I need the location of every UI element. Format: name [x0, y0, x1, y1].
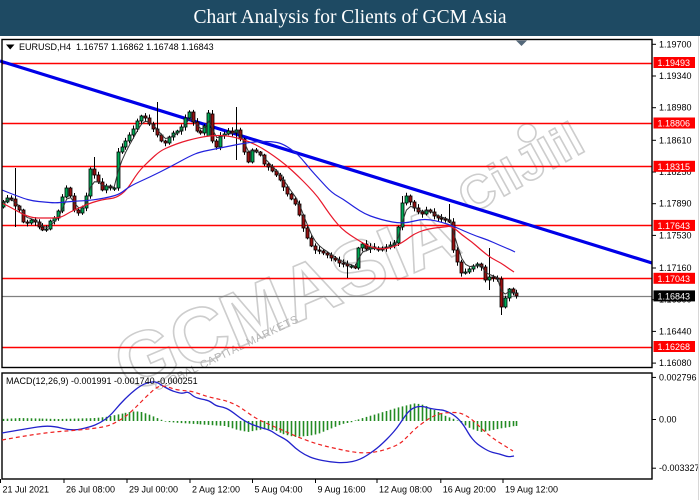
svg-text:1.17643: 1.17643 [658, 221, 691, 231]
svg-text:1.19493: 1.19493 [658, 58, 691, 68]
svg-text:5 Aug 04:00: 5 Aug 04:00 [255, 485, 303, 495]
svg-text:1.17160: 1.17160 [659, 263, 692, 273]
svg-text:1.18980: 1.18980 [659, 103, 692, 113]
svg-text:MACD(12,26,9) -0.001991 -0.001: MACD(12,26,9) -0.001991 -0.001740 -0.000… [6, 376, 198, 386]
svg-text:1.16440: 1.16440 [659, 326, 692, 336]
svg-text:1.16843: 1.16843 [658, 291, 691, 301]
svg-text:26 Jul 08:00: 26 Jul 08:00 [66, 485, 115, 495]
svg-text:12 Aug 08:00: 12 Aug 08:00 [379, 485, 432, 495]
svg-text:0.002796: 0.002796 [659, 372, 697, 382]
svg-text:1.19700: 1.19700 [659, 39, 692, 49]
svg-text:1.16080: 1.16080 [659, 358, 692, 368]
svg-text:1.18250: 1.18250 [659, 167, 692, 177]
svg-text:29 Jul 00:00: 29 Jul 00:00 [129, 485, 178, 495]
svg-text:1.18806: 1.18806 [658, 119, 691, 129]
svg-text:16 Aug 20:00: 16 Aug 20:00 [443, 485, 496, 495]
svg-text:EURUSD,H4 1.16757 1.16862 1.1: EURUSD,H4 1.16757 1.16862 1.16748 1.1684… [19, 42, 214, 52]
svg-text:1.18610: 1.18610 [659, 135, 692, 145]
svg-text:21 Jul 2021: 21 Jul 2021 [3, 485, 50, 495]
svg-text:1.17043: 1.17043 [658, 274, 691, 284]
svg-text:1.16268: 1.16268 [658, 342, 691, 352]
svg-text:1.17890: 1.17890 [659, 199, 692, 209]
svg-text:0.00: 0.00 [659, 415, 677, 425]
svg-text:2 Aug 12:00: 2 Aug 12:00 [192, 485, 240, 495]
svg-text:1.17530: 1.17530 [659, 230, 692, 240]
svg-text:9 Aug 16:00: 9 Aug 16:00 [318, 485, 366, 495]
svg-text:19 Aug 12:00: 19 Aug 12:00 [505, 485, 558, 495]
svg-text:-0.003327: -0.003327 [659, 463, 700, 473]
svg-text:1.19340: 1.19340 [659, 71, 692, 81]
svg-text:1.18315: 1.18315 [658, 162, 691, 172]
